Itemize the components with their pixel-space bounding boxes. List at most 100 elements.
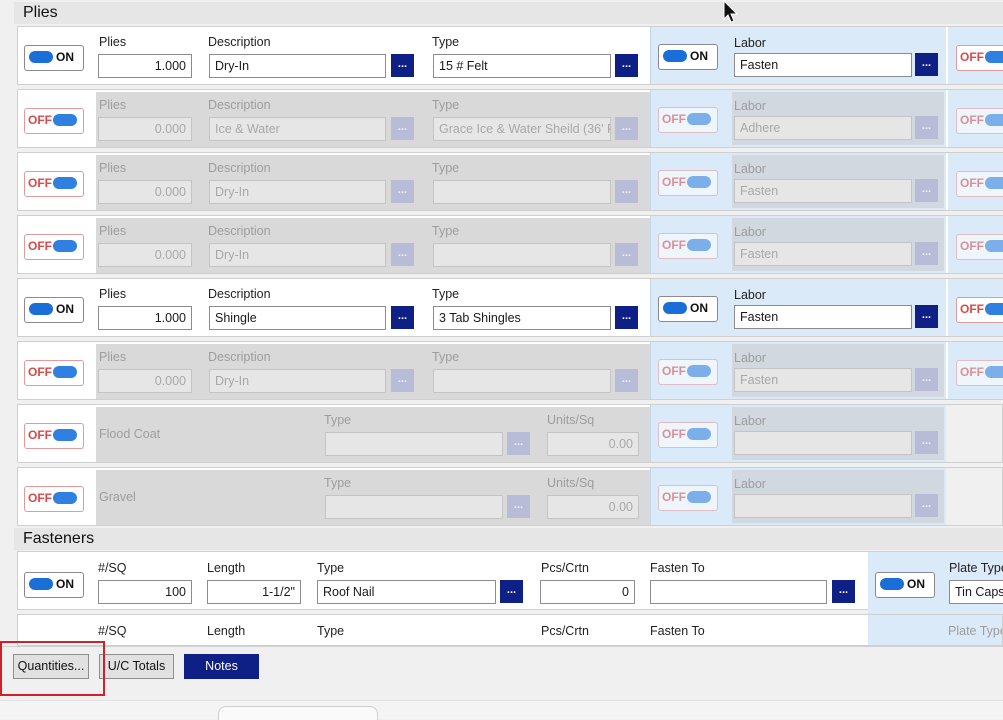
description-label: Description — [208, 287, 271, 301]
plate-toggle[interactable]: ON — [875, 572, 935, 598]
labor-toggle[interactable]: OFF — [658, 422, 718, 448]
extra-toggle[interactable]: OFF — [956, 297, 1003, 323]
labor-toggle[interactable]: OFF — [658, 233, 718, 259]
ply-toggle[interactable]: OFF — [24, 171, 84, 197]
type-lookup-button[interactable]: ... — [615, 54, 638, 77]
type-lookup-button[interactable]: ... — [615, 180, 638, 203]
ply-toggle[interactable]: ON — [24, 45, 84, 71]
coat-toggle[interactable]: OFF — [24, 486, 84, 512]
toggle-knob-icon — [985, 240, 1003, 252]
quantities-button[interactable]: Quantities... — [13, 654, 89, 679]
extra-toggle[interactable]: OFF — [956, 234, 1003, 260]
labor-lookup-button[interactable]: ... — [915, 431, 938, 454]
type-lookup-button[interactable]: ... — [615, 306, 638, 329]
length-input[interactable]: 1-1/2" — [207, 580, 301, 604]
labor-input[interactable]: Fasten — [734, 305, 912, 329]
units-sq-label: Units/Sq — [547, 476, 595, 490]
plies-label: Plies — [99, 350, 127, 364]
extra-toggle[interactable]: OFF — [956, 108, 1003, 134]
ply-toggle[interactable]: OFF — [24, 360, 84, 386]
labor-toggle[interactable]: OFF — [658, 485, 718, 511]
type-input — [433, 369, 611, 393]
fastener-row: ON #/SQ 100 Length 1-1/2" Type Roof Nail... Pcs… — [17, 551, 1003, 614]
extra-toggle[interactable]: OFF — [956, 360, 1003, 386]
labor-toggle[interactable]: ON — [658, 296, 718, 322]
labor-label: Labor — [734, 36, 766, 50]
type-lookup-button[interactable]: ... — [615, 369, 638, 392]
description-lookup-button[interactable]: ... — [391, 54, 414, 77]
type-lookup-button[interactable]: ... — [615, 117, 638, 140]
labor-lookup-button[interactable]: ... — [915, 116, 938, 139]
labor-panel: OFF Labor Fasten... — [650, 342, 946, 399]
ply-toggle[interactable]: OFF — [24, 234, 84, 260]
extra-toggle-cell: OFF — [948, 279, 1003, 336]
labor-lookup-button[interactable]: ... — [915, 179, 938, 202]
plate-type-input[interactable]: Tin Caps — [949, 580, 1003, 604]
ply-row: OFF Plies 0.000 Description Dry-In... Type...… — [17, 341, 1003, 400]
labor-lookup-button[interactable]: ... — [915, 368, 938, 391]
coat-row: OFF Gravel Type... Units/Sq 0.00 OFF Labor... — [17, 467, 1003, 526]
plies-label: Plies — [99, 35, 127, 49]
description-lookup-button[interactable]: ... — [391, 306, 414, 329]
labor-panel: OFF Labor... — [650, 405, 946, 462]
labor-panel: OFF Labor Adhere... — [650, 90, 946, 147]
labor-lookup-button[interactable]: ... — [915, 242, 938, 265]
labor-toggle[interactable]: OFF — [658, 107, 718, 133]
fastener-toggle[interactable]: ON — [24, 572, 84, 598]
uc-totals-button[interactable]: U/C Totals — [99, 654, 174, 679]
toggle-text: OFF — [662, 112, 686, 126]
type-label: Type — [324, 476, 352, 490]
description-lookup-button[interactable]: ... — [391, 117, 414, 140]
per-sq-input[interactable]: 100 — [98, 580, 192, 604]
description-lookup-button[interactable]: ... — [391, 180, 414, 203]
description-input[interactable]: Shingle — [209, 306, 386, 330]
notes-button[interactable]: Notes — [184, 654, 259, 679]
extra-toggle[interactable]: OFF — [956, 171, 1003, 197]
extra-toggle[interactable]: OFF — [956, 45, 1003, 71]
coat-toggle[interactable]: OFF — [24, 423, 84, 449]
labor-lookup-button[interactable]: ... — [915, 494, 938, 517]
plate-panel: ON Plate Type Tin Caps — [868, 552, 1003, 614]
type-input[interactable]: Roof Nail — [317, 580, 496, 604]
type-lookup-button[interactable]: ... — [507, 495, 530, 518]
plies-label: Plies — [99, 287, 127, 301]
description-lookup-button[interactable]: ... — [391, 369, 414, 392]
bottom-tab[interactable] — [218, 706, 378, 720]
labor-lookup-button[interactable]: ... — [915, 53, 938, 76]
labor-input[interactable]: Fasten — [734, 53, 912, 77]
toggle-knob-icon — [29, 578, 53, 590]
description-input: Dry-In — [209, 369, 386, 393]
pcs-crtn-label: Pcs/Crtn — [541, 561, 589, 575]
toggle-text: OFF — [960, 176, 984, 190]
labor-toggle[interactable]: OFF — [658, 170, 718, 196]
type-lookup-button[interactable]: ... — [507, 432, 530, 455]
ply-row: ON Plies 1.000 Description Dry-In... Type 15 #… — [17, 26, 1003, 85]
description-lookup-button[interactable]: ... — [391, 243, 414, 266]
type-lookup-button[interactable]: ... — [500, 580, 523, 603]
type-input — [325, 432, 503, 456]
toggle-text: OFF — [662, 427, 686, 441]
ply-toggle[interactable]: OFF — [24, 108, 84, 134]
ply-toggle[interactable]: ON — [24, 297, 84, 323]
pcs-crtn-input[interactable]: 0 — [540, 580, 635, 604]
description-label: Description — [208, 161, 271, 175]
toggle-text: OFF — [28, 176, 52, 190]
plies-input[interactable]: 1.000 — [98, 306, 192, 330]
toggle-knob-icon — [687, 491, 711, 503]
fasten-to-lookup-button[interactable]: ... — [832, 580, 855, 603]
toggle-text: ON — [907, 577, 925, 591]
type-input[interactable]: 3 Tab Shingles — [433, 306, 611, 330]
labor-toggle[interactable]: ON — [658, 44, 718, 70]
description-input[interactable]: Dry-In — [209, 54, 386, 78]
fasten-to-input[interactable] — [650, 580, 827, 604]
type-input[interactable]: 15 # Felt — [433, 54, 611, 78]
plies-input[interactable]: 1.000 — [98, 54, 192, 78]
labor-toggle[interactable]: OFF — [658, 359, 718, 385]
toggle-text: OFF — [960, 365, 984, 379]
type-lookup-button[interactable]: ... — [615, 243, 638, 266]
type-label: Type — [317, 624, 345, 638]
labor-lookup-button[interactable]: ... — [915, 305, 938, 328]
labor-panel: ON Labor Fasten... — [650, 27, 946, 84]
plate-type-label: Plate Type — [949, 561, 1003, 575]
fastener-row-partial: #/SQ Length Type Pcs/Crtn Fasten To Plat… — [17, 614, 1003, 646]
